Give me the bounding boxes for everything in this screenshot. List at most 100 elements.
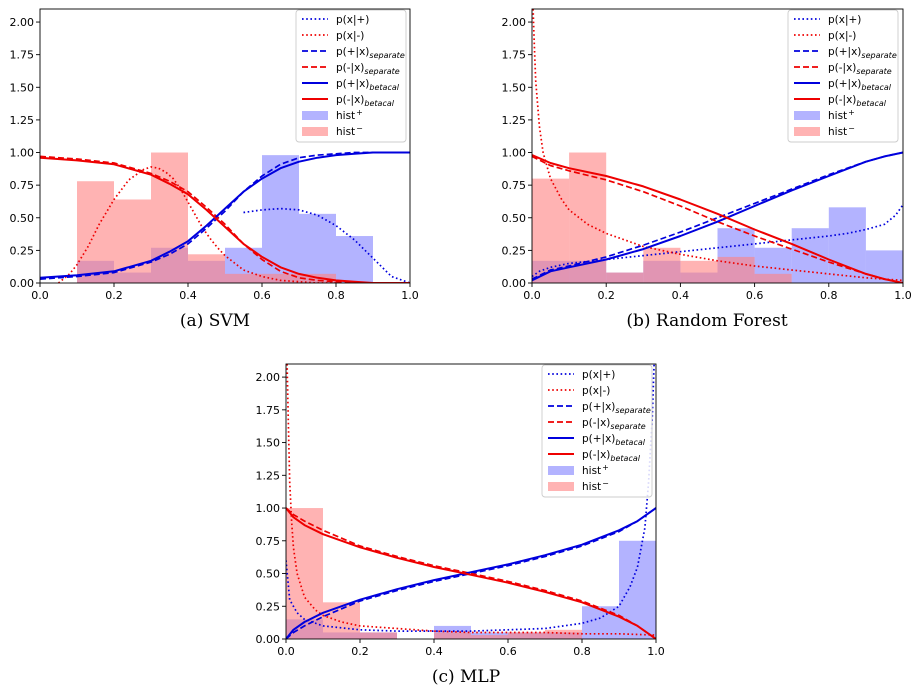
hist-pos-bar: [619, 540, 656, 639]
hist-neg-bar: [680, 260, 718, 283]
y-tick-label: 0.25: [256, 600, 281, 613]
x-tick-label: 0.2: [105, 289, 123, 302]
hist-neg-bar: [532, 178, 570, 283]
y-tick-label: 1.00: [256, 502, 281, 515]
legend-swatch-hist-neg: [302, 127, 328, 136]
y-tick-label: 1.75: [10, 49, 35, 62]
plot-area: [286, 364, 656, 639]
x-tick-label: 0.6: [253, 289, 271, 302]
hist-neg-bar: [360, 632, 397, 639]
hist-pos-bar: [336, 236, 373, 283]
legend: p(x|+) p(x|-) p(+|x)separate p(-|x)separate…: [295, 9, 407, 143]
x-tick-label: 0.8: [327, 289, 345, 302]
hist-neg-bar: [188, 254, 225, 283]
legend-label: p(x|+): [582, 369, 615, 381]
legend-label: p(x|-): [582, 385, 610, 397]
series-line-px-neg: [532, 9, 903, 282]
x-tick-label: 0.4: [425, 645, 443, 658]
series-line-pp-bc: [40, 151, 410, 279]
y-tick-label: 0.25: [502, 244, 527, 257]
hist-neg-bar: [225, 273, 262, 283]
legend-swatch-hist-neg: [548, 482, 574, 491]
hist-neg-bar: [434, 632, 471, 639]
series-line-pn-sep: [286, 507, 656, 639]
series-line-pp-sep: [286, 507, 656, 639]
x-tick-label: 0.4: [179, 289, 197, 302]
y-tick-label: 0.75: [502, 179, 527, 192]
legend-label: p(x|+): [336, 14, 369, 26]
series-line-pp-bc: [286, 507, 656, 639]
legend-label: p(-|x)betacal: [828, 94, 887, 108]
y-tick-label: 0.50: [10, 212, 35, 225]
hist-neg-bar: [262, 273, 299, 283]
series-line-pn-bc: [40, 156, 410, 283]
legend: p(x|+) p(x|-) p(+|x)separate p(-|x)separate…: [787, 9, 899, 143]
legend-label: p(+|x)betacal: [336, 78, 400, 92]
legend: p(x|+) p(x|-) p(+|x)separate p(-|x)separate…: [541, 364, 653, 498]
x-tick-label: 0.0: [31, 289, 49, 302]
x-tick-label: 1.0: [401, 289, 419, 302]
hist-pos-bar: [828, 207, 866, 283]
legend-box: [541, 364, 653, 498]
legend-label: hist+: [828, 108, 855, 122]
legend-swatch-hist-pos: [548, 466, 574, 475]
legend-swatch-hist-pos: [794, 111, 820, 120]
y-tick-label: 1.25: [10, 114, 35, 127]
x-tick-label: 0.6: [746, 289, 764, 302]
hist-neg-bar: [151, 152, 188, 283]
x-tick-label: 0.2: [351, 645, 369, 658]
chart-panel-1: 0.0 0.2 0.4 0.6 0.8 1.0 0.00 0.25 0.50 0.75 1.00 1.…: [10, 8, 419, 331]
panel-caption: (b) Random Forest: [626, 311, 787, 331]
legend-label: p(x|+): [828, 14, 861, 26]
y-tick-label: 0.75: [10, 179, 35, 192]
legend-label: p(-|x)betacal: [582, 449, 641, 463]
legend-label: p(+|x)separate: [828, 46, 897, 60]
legend-label: p(x|-): [336, 30, 364, 42]
legend-label: p(+|x)betacal: [582, 433, 646, 447]
legend-box: [295, 9, 407, 143]
legend-label: p(+|x)separate: [336, 46, 405, 60]
y-tick-label: 2.00: [502, 16, 527, 29]
y-tick-label: 0.00: [256, 633, 281, 646]
panel-caption: (a) SVM: [180, 311, 250, 331]
panel-caption: (c) MLP: [432, 667, 500, 687]
legend-label: hist−: [582, 479, 609, 493]
y-tick-label: 2.00: [256, 371, 281, 384]
y-tick-label: 0.50: [502, 212, 527, 225]
hist-neg-bar: [545, 629, 582, 639]
legend-label: hist+: [336, 108, 363, 122]
y-tick-label: 2.00: [10, 16, 35, 29]
x-tick-label: 0.4: [672, 289, 690, 302]
legend-swatch-hist-neg: [794, 127, 820, 136]
hist-pos-bar: [299, 213, 336, 283]
hist-neg-bar: [754, 273, 792, 283]
y-tick-label: 1.50: [502, 81, 527, 94]
legend-swatch-hist-pos: [302, 111, 328, 120]
legend-box: [787, 9, 899, 143]
y-tick-label: 0.25: [10, 244, 35, 257]
y-tick-label: 1.75: [502, 49, 527, 62]
y-tick-label: 0.50: [256, 568, 281, 581]
axes-frame: [285, 363, 657, 640]
series-line-px-pos: [532, 204, 903, 278]
series-line-pp-sep: [40, 151, 410, 280]
axes-frame: [531, 8, 904, 284]
y-tick-label: 1.50: [256, 437, 281, 450]
legend-label: p(+|x)betacal: [828, 78, 892, 92]
legend-label: p(-|x)betacal: [336, 94, 395, 108]
y-tick-label: 1.75: [256, 404, 281, 417]
y-tick-label: 1.25: [256, 469, 281, 482]
hist-neg-bar: [323, 602, 360, 639]
y-tick-label: 0.00: [10, 277, 35, 290]
hist-neg-bar: [606, 272, 644, 283]
series-line-pn-bc: [286, 507, 656, 639]
axes-frame: [39, 8, 411, 284]
hist-neg-bar: [508, 632, 545, 639]
hist-neg-bar: [286, 508, 323, 639]
y-tick-label: 1.25: [502, 114, 527, 127]
x-tick-label: 1.0: [647, 645, 665, 658]
plot-area: [40, 151, 410, 283]
legend-label: p(+|x)separate: [582, 401, 651, 415]
chart-panel-2: 0.0 0.2 0.4 0.6 0.8 1.0 0.00 0.25 0.50 0.75 1.00 1.…: [502, 8, 911, 331]
